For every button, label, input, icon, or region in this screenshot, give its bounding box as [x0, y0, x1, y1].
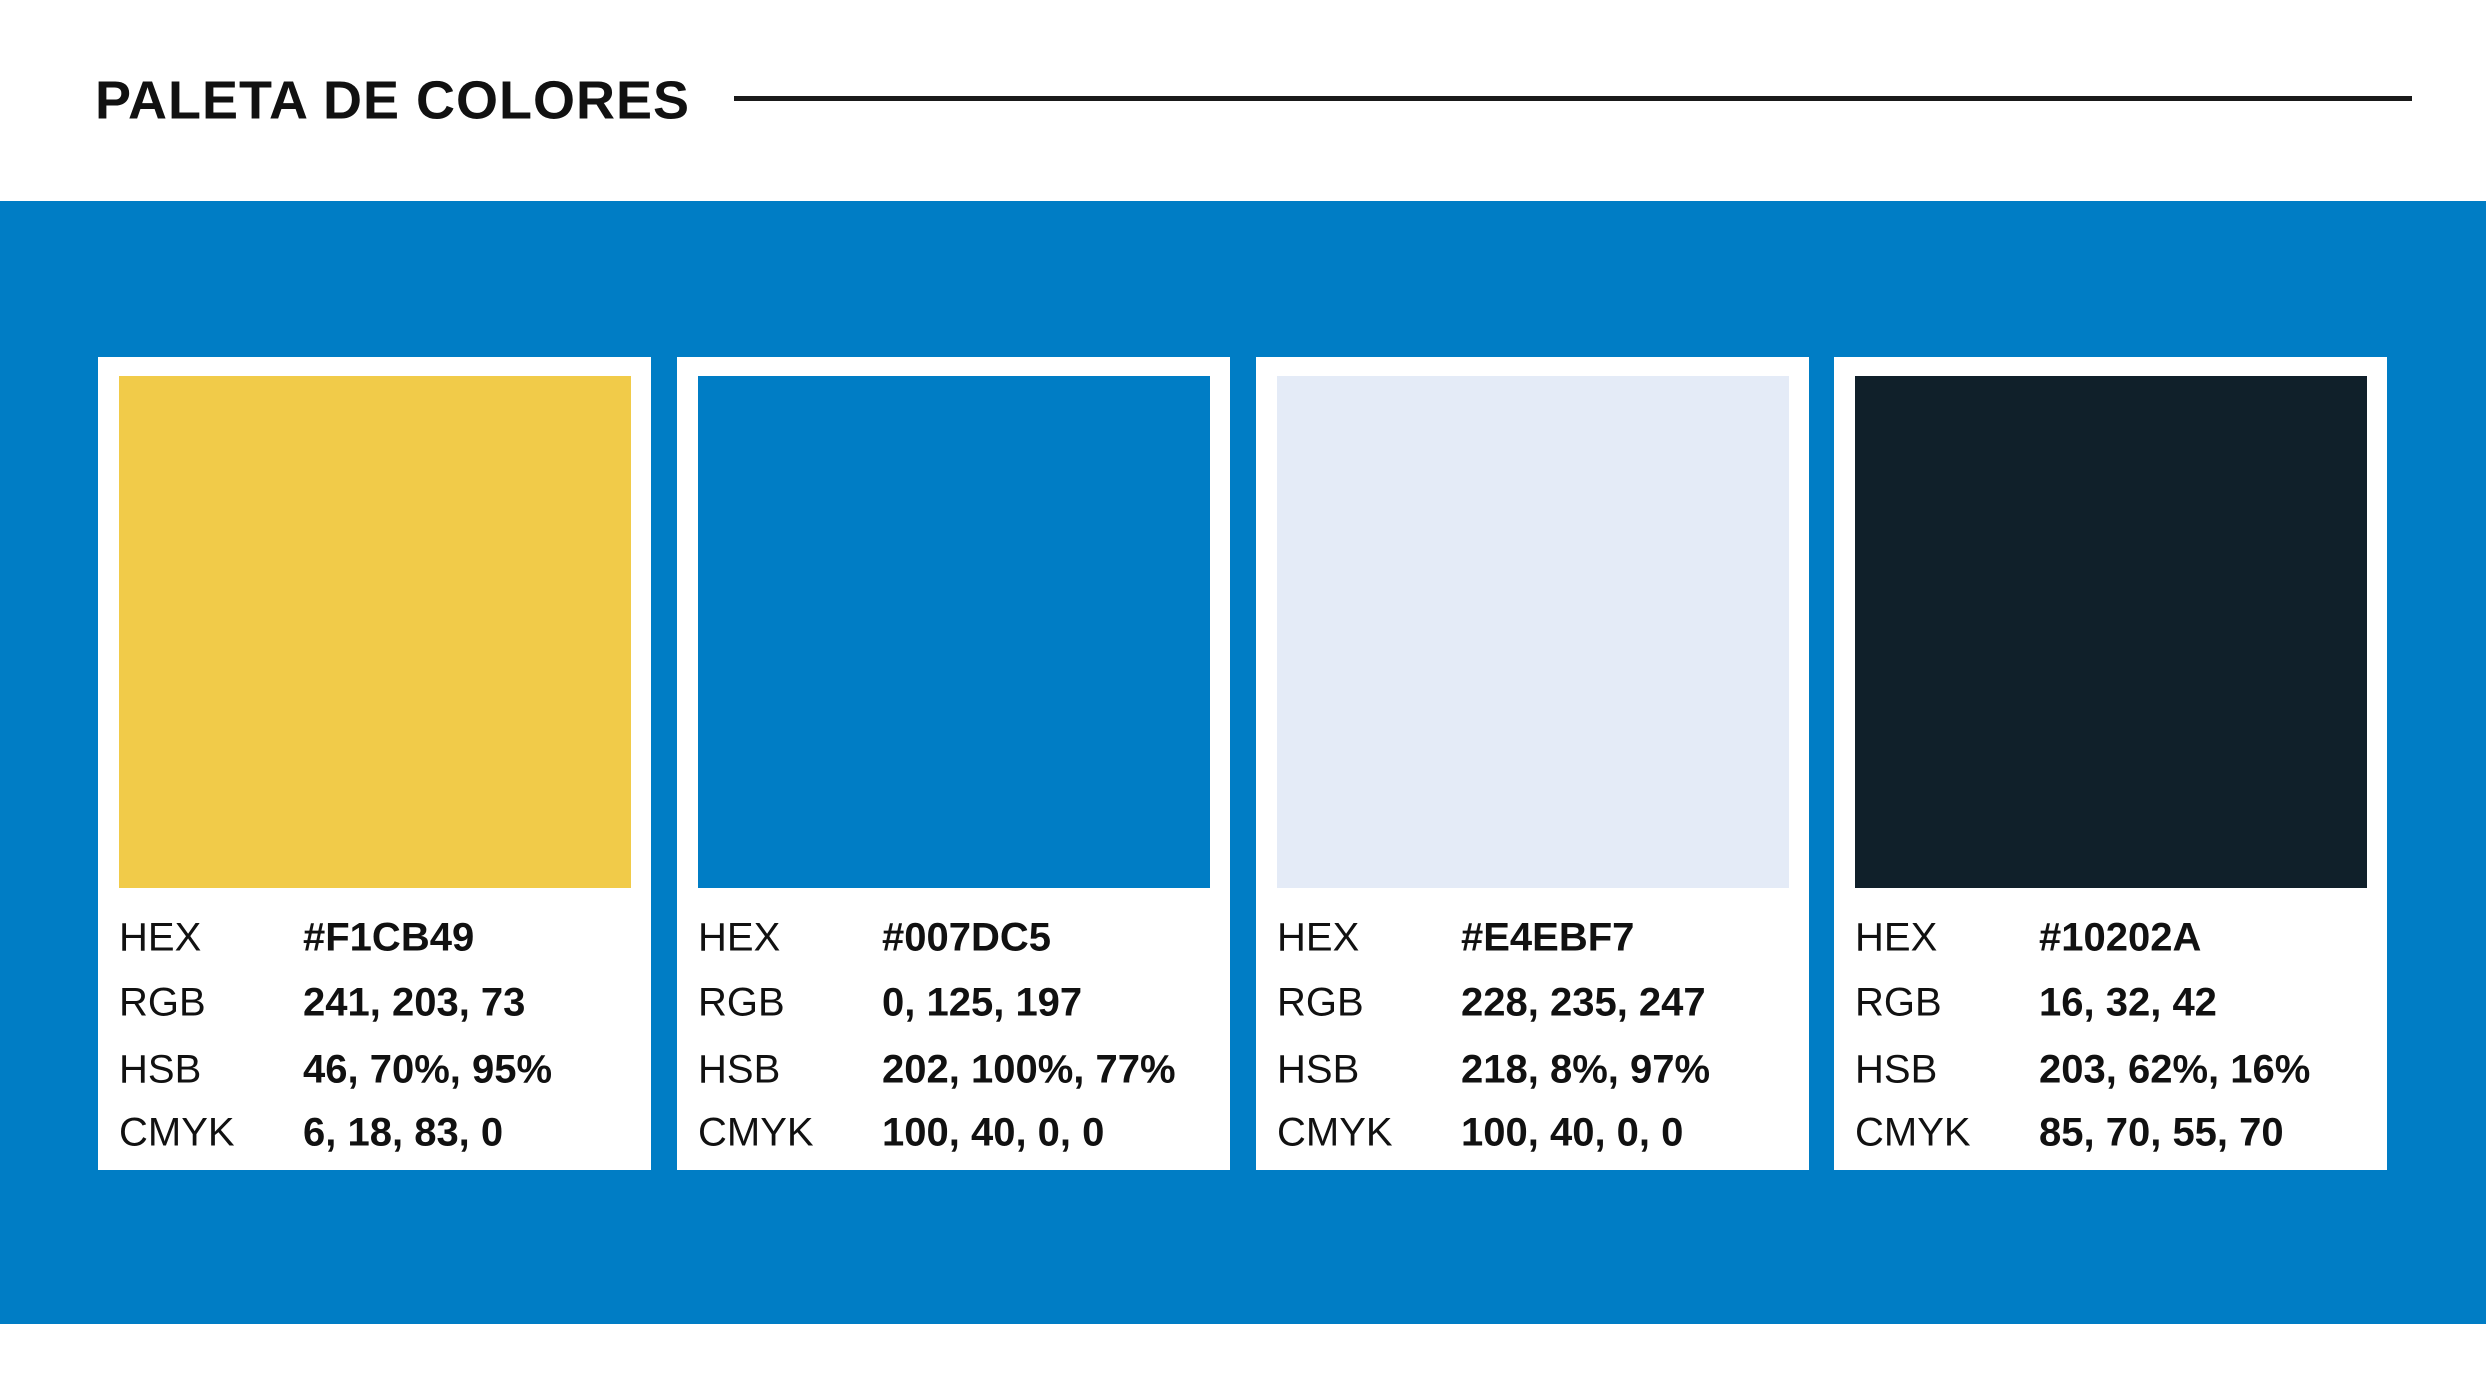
row-value: 100, 40, 0, 0	[1461, 1111, 1683, 1155]
row-label: RGB	[1277, 981, 1364, 1025]
row-value: #F1CB49	[303, 916, 474, 960]
color-swatch	[1855, 376, 2367, 888]
row-label: HSB	[119, 1048, 201, 1092]
row-value: 202, 100%, 77%	[882, 1048, 1176, 1092]
page-title: PALETA DE COLORES	[95, 70, 690, 130]
row-value: #007DC5	[882, 916, 1051, 960]
row-value: 6, 18, 83, 0	[303, 1111, 503, 1155]
row-label: HSB	[1855, 1048, 1937, 1092]
row-label: HSB	[698, 1048, 780, 1092]
row-label: RGB	[698, 981, 785, 1025]
row-label: RGB	[1855, 981, 1942, 1025]
row-label: HEX	[1277, 916, 1359, 960]
row-value: 85, 70, 55, 70	[2039, 1111, 2284, 1155]
row-value: 241, 203, 73	[303, 981, 525, 1025]
row-value: 46, 70%, 95%	[303, 1048, 552, 1092]
row-label: HEX	[119, 916, 201, 960]
row-label: RGB	[119, 981, 206, 1025]
color-swatch	[119, 376, 631, 888]
row-label: HEX	[1855, 916, 1937, 960]
row-value: 218, 8%, 97%	[1461, 1048, 1710, 1092]
color-swatch	[698, 376, 1210, 888]
row-value: 228, 235, 247	[1461, 981, 1706, 1025]
row-label: CMYK	[698, 1111, 814, 1155]
row-value: 16, 32, 42	[2039, 981, 2217, 1025]
row-label: CMYK	[119, 1111, 235, 1155]
row-value: #E4EBF7	[1461, 916, 1634, 960]
row-label: CMYK	[1855, 1111, 1971, 1155]
row-label: CMYK	[1277, 1111, 1393, 1155]
row-value: 203, 62%, 16%	[2039, 1048, 2310, 1092]
row-value: 100, 40, 0, 0	[882, 1111, 1104, 1155]
row-value: #10202A	[2039, 916, 2201, 960]
cards: HEX #F1CB49 RGB 241, 203, 73 HSB 46, 70%, 95%…	[98, 357, 2387, 1170]
color-swatch	[1277, 376, 1789, 888]
title-rule	[734, 96, 2412, 101]
row-label: HSB	[1277, 1048, 1359, 1092]
row-label: HEX	[698, 916, 780, 960]
row-value: 0, 125, 197	[882, 981, 1082, 1025]
